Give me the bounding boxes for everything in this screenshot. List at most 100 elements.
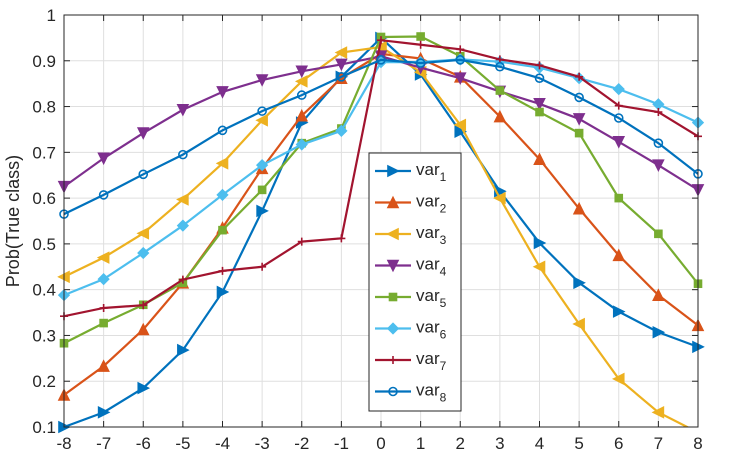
- legend-marker: [386, 259, 400, 273]
- data-point: [97, 152, 110, 166]
- data-point: [612, 305, 626, 318]
- legend-entry: var7: [375, 349, 447, 373]
- data-point: [294, 75, 308, 88]
- data-point: [258, 262, 267, 271]
- data-point: [336, 72, 347, 82]
- data-point: [334, 46, 348, 59]
- data-point: [614, 193, 624, 203]
- data-point: [136, 127, 150, 140]
- data-point: [255, 159, 269, 172]
- data-point: [215, 157, 229, 170]
- data-point: [651, 406, 665, 419]
- data-point: [572, 201, 586, 215]
- data-point: [533, 98, 546, 111]
- legend-marker: [389, 356, 397, 364]
- legend-marker: [386, 195, 400, 209]
- x-tick-label: -7: [96, 434, 111, 453]
- data-point: [176, 219, 190, 232]
- data-point: [652, 288, 665, 301]
- data-point: [453, 72, 467, 85]
- data-point: [533, 152, 546, 165]
- data-point: [415, 58, 426, 68]
- data-point: [216, 86, 229, 99]
- data-point: [216, 285, 230, 299]
- data-point: [574, 128, 584, 138]
- data-point: [136, 227, 150, 240]
- x-tick-label: 5: [574, 434, 583, 453]
- y-tick-label: 0.9: [32, 52, 56, 71]
- legend-label: var7: [416, 349, 447, 373]
- data-point: [612, 136, 626, 149]
- data-point: [216, 188, 229, 202]
- data-point: [136, 322, 150, 336]
- data-point: [176, 193, 189, 206]
- y-tick-label: 0.2: [32, 372, 56, 391]
- x-tick-label: -1: [334, 434, 349, 453]
- data-point: [257, 185, 267, 195]
- x-tick-label: 2: [456, 434, 465, 453]
- data-point: [217, 125, 228, 136]
- y-tick-label: 0.8: [32, 98, 56, 117]
- data-point: [493, 191, 506, 205]
- data-point: [495, 61, 505, 72]
- data-point: [257, 106, 267, 116]
- legend-label: var8: [416, 381, 447, 405]
- data-point: [454, 125, 468, 139]
- data-point: [97, 359, 110, 372]
- x-tick-label: 1: [416, 434, 425, 453]
- y-tick-label: 0.4: [32, 281, 56, 300]
- x-tick-label: -8: [56, 434, 71, 453]
- legend-entry: var5: [375, 286, 447, 310]
- data-point: [97, 273, 110, 286]
- data-point: [453, 118, 467, 132]
- y-tick-label: 0.6: [32, 189, 56, 208]
- x-tick-label: 4: [535, 434, 544, 453]
- data-point: [96, 251, 110, 264]
- y-axis-label: Prob(True class): [3, 155, 23, 287]
- data-point: [455, 55, 466, 65]
- data-point: [138, 169, 149, 180]
- x-tick-label: 8: [693, 434, 702, 453]
- data-point: [416, 32, 425, 41]
- data-point: [255, 113, 268, 127]
- data-point: [654, 108, 663, 117]
- series-line: [64, 58, 698, 216]
- data-point: [295, 65, 309, 79]
- x-tick-label: -2: [294, 434, 309, 453]
- data-point: [652, 159, 665, 172]
- data-point: [218, 266, 227, 275]
- y-tick-label: 0.1: [32, 418, 56, 437]
- data-point: [573, 276, 586, 290]
- data-point: [177, 343, 190, 357]
- x-tick-label: 7: [654, 434, 663, 453]
- legend-entry: var3: [375, 223, 447, 247]
- data-point: [376, 55, 386, 65]
- legend-marker: [386, 227, 399, 241]
- data-point: [297, 237, 306, 246]
- legend-label: var1: [416, 160, 447, 184]
- legend-entry: var6: [375, 318, 447, 342]
- data-point: [296, 90, 307, 100]
- y-tick-label: 0.7: [32, 143, 56, 162]
- data-point: [572, 317, 585, 331]
- data-point: [295, 108, 309, 122]
- x-tick-label: -5: [175, 434, 190, 453]
- data-point: [574, 92, 584, 103]
- legend-marker: [387, 164, 400, 178]
- data-point: [176, 103, 190, 117]
- legend-marker: [386, 322, 400, 335]
- x-tick-label: 3: [495, 434, 504, 453]
- x-tick-label: 6: [614, 434, 623, 453]
- legend-entry: var2: [375, 192, 447, 216]
- data-point: [337, 234, 346, 243]
- legend-label: var3: [416, 223, 447, 247]
- data-point: [255, 74, 269, 87]
- y-tick-label: 1: [47, 6, 56, 25]
- data-point: [614, 101, 623, 110]
- legend-entry: var4: [375, 255, 447, 279]
- data-point: [256, 204, 269, 218]
- data-point: [534, 73, 545, 83]
- x-tick-label: -4: [215, 434, 230, 453]
- data-point: [653, 138, 664, 148]
